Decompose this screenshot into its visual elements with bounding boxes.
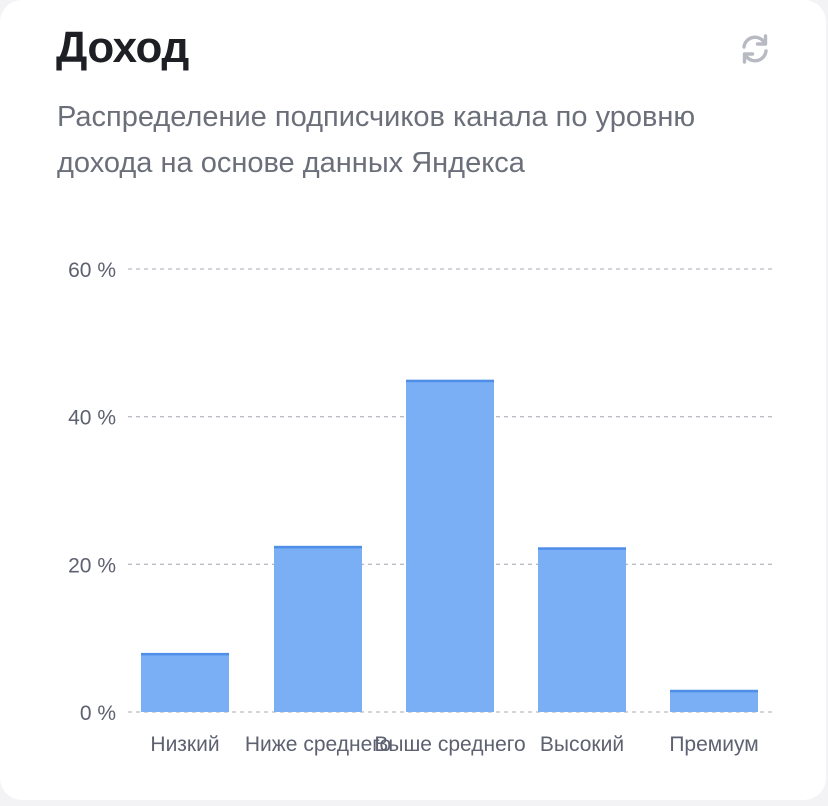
bar-top-edge	[274, 545, 362, 549]
bar	[274, 545, 362, 712]
x-tick-label: Выше среднего	[374, 733, 525, 756]
bar-top-edge	[406, 379, 494, 383]
bar	[141, 652, 229, 712]
y-tick-label: 60 %	[68, 259, 116, 282]
x-tick-label: Низкий	[150, 733, 219, 756]
x-tick-label: Премиум	[669, 733, 758, 756]
x-tick-label: Ниже среднего	[245, 733, 391, 756]
y-tick-label: 0 %	[80, 702, 116, 725]
bar	[670, 689, 758, 712]
y-tick-label: 20 %	[68, 554, 116, 577]
refresh-icon[interactable]	[738, 32, 772, 66]
bar	[406, 379, 494, 712]
card-title: Доход	[56, 23, 189, 72]
bar-top-edge	[141, 652, 229, 656]
x-tick-label: Высокий	[540, 733, 624, 756]
card-subtitle: Распределение подписчиков канала по уров…	[57, 101, 696, 179]
bar	[538, 547, 626, 712]
bar-top-edge	[538, 547, 626, 550]
y-tick-label: 40 %	[68, 407, 116, 430]
bar-top-edge	[670, 689, 758, 693]
